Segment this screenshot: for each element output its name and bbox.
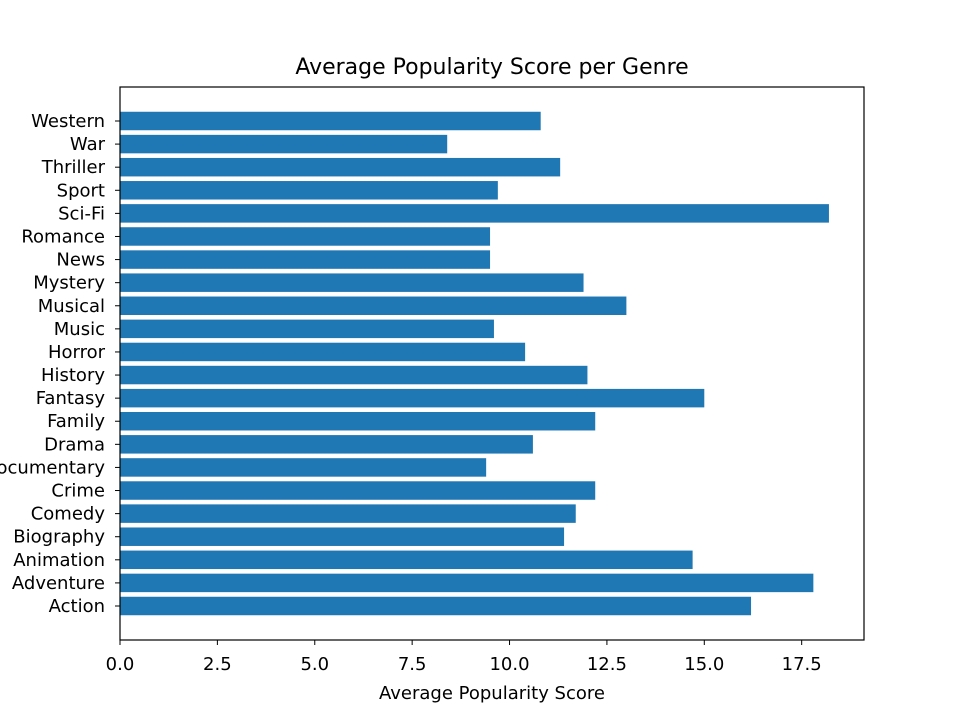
bar-romance: [120, 227, 491, 246]
bars-group: [120, 111, 829, 616]
y-tick-label: Musical: [38, 296, 105, 317]
plot-area-frame: [119, 86, 865, 641]
bar-action: [120, 596, 752, 616]
x-tick-label: 7.5: [398, 654, 427, 675]
y-tick-label: Sci-Fi: [58, 203, 105, 224]
y-tick-label: Music: [54, 319, 105, 340]
bar-musical: [120, 296, 627, 315]
y-tick-label: War: [70, 134, 106, 155]
bar-family: [120, 412, 596, 431]
y-tick-label: Fantasy: [36, 388, 106, 409]
y-tick-label: Action: [49, 596, 105, 617]
y-tick-label: History: [41, 365, 105, 386]
bar-sci-fi: [120, 204, 829, 223]
y-tick-label: Sport: [57, 180, 105, 201]
bar-sport: [120, 181, 498, 200]
y-tick-label: Animation: [13, 550, 105, 571]
y-tick-label: Adventure: [12, 573, 105, 594]
x-tick-label: 5.0: [300, 654, 329, 675]
y-tick-label: Family: [47, 411, 105, 432]
x-tick-label: 12.5: [587, 654, 627, 675]
x-tick-label: 0.0: [106, 654, 135, 675]
bar-news: [120, 250, 491, 269]
y-tick-label: Romance: [21, 226, 105, 247]
bar-western: [120, 111, 541, 131]
y-tick-label: Western: [31, 111, 105, 132]
bar-biography: [120, 527, 565, 546]
y-tick-label: Crime: [51, 481, 105, 502]
bar-war: [120, 134, 448, 154]
bar-thriller: [120, 157, 561, 177]
bar-comedy: [120, 504, 576, 523]
bar-history: [120, 365, 588, 385]
y-tick-label: News: [56, 250, 105, 271]
x-axis-ticks: 0.0 2.5 5.0 7.5 10.0 12.5 15.0 17.5: [106, 640, 822, 675]
x-tick-label: 10.0: [489, 654, 529, 675]
y-tick-label: Documentary: [0, 457, 105, 478]
bar-documentary: [120, 458, 487, 477]
bar-adventure: [120, 573, 814, 593]
y-tick-label: Horror: [48, 342, 106, 363]
x-axis-label: Average Popularity Score: [379, 683, 605, 704]
y-tick-label: Comedy: [31, 504, 106, 525]
y-axis-ticks: ActionAdventureAnimationBiographyComedyC…: [0, 111, 120, 617]
bar-animation: [120, 550, 693, 570]
x-tick-label: 17.5: [782, 654, 822, 675]
x-tick-label: 2.5: [203, 654, 232, 675]
x-tick-label: 15.0: [684, 654, 724, 675]
bar-music: [120, 319, 494, 339]
bar-fantasy: [120, 388, 705, 408]
y-tick-label: Drama: [44, 434, 105, 455]
y-tick-label: Mystery: [33, 273, 105, 294]
y-tick-label: Thriller: [41, 157, 106, 178]
bar-mystery: [120, 273, 584, 292]
bar-crime: [120, 481, 596, 500]
y-tick-label: Biography: [13, 527, 105, 548]
chart-title: Average Popularity Score per Genre: [295, 55, 688, 80]
bar-drama: [120, 435, 533, 454]
bar-horror: [120, 342, 526, 362]
